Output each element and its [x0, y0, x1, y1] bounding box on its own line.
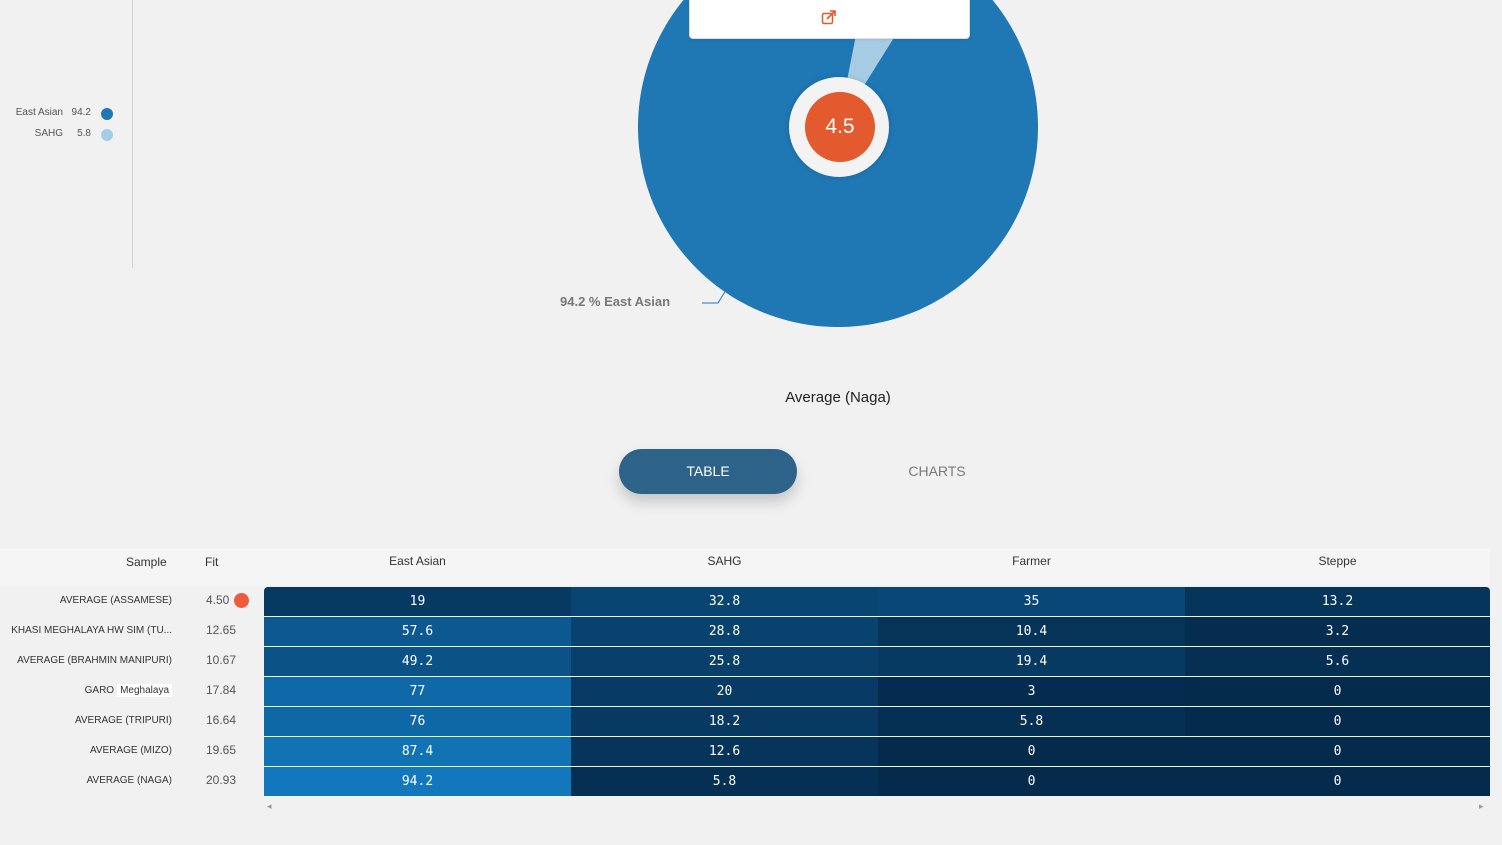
table-cell: 76 [264, 707, 571, 736]
sample-name: AVERAGE (NAGA) [86, 775, 172, 786]
table-cell: 3 [878, 677, 1185, 706]
table-cell: 28.8 [571, 617, 878, 646]
share-icon[interactable] [820, 9, 838, 27]
table-cell: 94.2 [264, 767, 571, 796]
legend-dot [101, 108, 113, 120]
table-row-fit: 10.67 [206, 653, 237, 667]
legend-dot [101, 129, 113, 141]
table-header [0, 549, 1490, 585]
scroll-right-arrow[interactable]: ▸ [1479, 801, 1484, 811]
legend-item-east-asian[interactable]: East Asian 94.2 [0, 106, 113, 122]
table-row-fit: 12.65 [206, 623, 237, 637]
table-row-sample: GARO Meghalaya [84, 684, 172, 697]
table-cell: 49.2 [264, 647, 571, 676]
sample-name: AVERAGE (TRIPURI) [74, 715, 172, 726]
table-row-sample: AVERAGE (BRAHMIN MANIPURI) [17, 655, 172, 666]
table-cell: 12.6 [571, 737, 878, 766]
table-row-sample: AVERAGE (TRIPURI) [75, 715, 172, 726]
table-cell: 20 [571, 677, 878, 706]
table-row-sample: KHASI MEGHALAYA HW SIM (TU... [11, 625, 172, 636]
table-cell: 13.2 [1185, 587, 1490, 616]
legend-label: East Asian [15, 107, 63, 118]
legend-value: 94.2 [71, 107, 91, 118]
table-cell: 0 [1185, 677, 1490, 706]
table-row-fit: 16.64 [206, 713, 237, 727]
table-cell: 25.8 [571, 647, 878, 676]
table-cell: 0 [1185, 707, 1490, 736]
table-row-fit: 19.65 [206, 743, 237, 757]
slice-leader-line [702, 289, 727, 304]
header-steppe[interactable]: Steppe [1318, 554, 1357, 568]
sample-name: AVERAGE (MIZO) [89, 745, 172, 756]
table-row-sample: AVERAGE (NAGA) [87, 775, 172, 786]
table-cell: 0 [878, 767, 1185, 796]
table-row-sample: AVERAGE (ASSAMESE) [60, 595, 172, 606]
legend-divider [132, 0, 133, 268]
slice-label-east-asian: 94.2 % East Asian [560, 294, 671, 309]
chart-title: Average (Naga) [785, 389, 891, 406]
table-cell: 18.2 [571, 707, 878, 736]
tab-charts[interactable]: CHARTS [908, 463, 966, 479]
table-cell: 35 [878, 587, 1185, 616]
header-east-asian[interactable]: East Asian [389, 554, 446, 568]
sample-name: AVERAGE (BRAHMIN MANIPURI) [17, 655, 172, 666]
table-cell: 3.2 [1185, 617, 1490, 646]
table-cell: 10.4 [878, 617, 1185, 646]
table-row-sample: AVERAGE (MIZO) [90, 745, 172, 756]
table-cell: 0 [1185, 767, 1490, 796]
table-row-fit: 20.93 [206, 773, 237, 787]
header-farmer[interactable]: Farmer [1012, 554, 1051, 568]
legend-label: SAHG [34, 128, 63, 139]
header-sample[interactable]: Sample [126, 555, 167, 569]
sample-name: GARO [84, 685, 115, 696]
table-cell: 0 [878, 737, 1185, 766]
table-row-fit: 4.50 [206, 593, 230, 607]
table-cell: 19.4 [878, 647, 1185, 676]
scroll-left-arrow[interactable]: ◂ [267, 801, 272, 811]
tooltip-popup [689, 0, 970, 39]
sample-name: AVERAGE (ASSAMESE) [59, 595, 172, 606]
tab-table[interactable]: TABLE [619, 449, 797, 494]
best-fit-dot [234, 593, 249, 608]
header-sahg[interactable]: SAHG [707, 554, 742, 568]
table-cell: 57.6 [264, 617, 571, 646]
fit-badge: 4.5 [805, 92, 875, 162]
legend-item-sahg[interactable]: SAHG 5.8 [0, 127, 113, 143]
table-cell: 5.6 [1185, 647, 1490, 676]
table-cell: 5.8 [878, 707, 1185, 736]
table-cell: 87.4 [264, 737, 571, 766]
sample-highlight: Meghalaya [117, 684, 172, 697]
table-cell: 32.8 [571, 587, 878, 616]
table-cell: 77 [264, 677, 571, 706]
table-cell: 0 [1185, 737, 1490, 766]
sample-name: KHASI MEGHALAYA HW SIM (TU... [11, 625, 172, 636]
table-cell: 5.8 [571, 767, 878, 796]
table-row-fit: 17.84 [206, 683, 237, 697]
table-cell: 19 [264, 587, 571, 616]
legend-value: 5.8 [77, 128, 91, 139]
header-fit[interactable]: Fit [205, 555, 219, 569]
